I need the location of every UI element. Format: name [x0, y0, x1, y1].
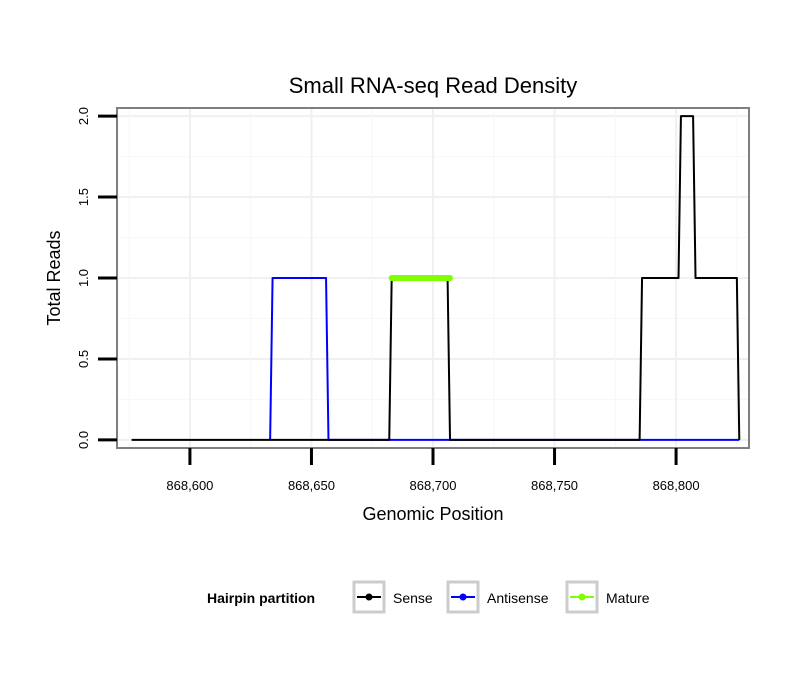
x-tick-label: 868,700	[410, 478, 457, 493]
legend-point-antisense	[459, 593, 467, 601]
y-tick-label: 0.0	[76, 431, 91, 449]
series-lines	[131, 115, 741, 441]
x-tick-label: 868,600	[166, 478, 213, 493]
legend-label-antisense: Antisense	[487, 590, 549, 606]
legend-item-mature: Mature	[565, 580, 650, 614]
y-tick-label: 2.0	[76, 107, 91, 125]
legend-point-sense	[365, 593, 373, 601]
legend-label-sense: Sense	[393, 590, 433, 606]
y-tick-label: 1.5	[76, 188, 91, 206]
chart-title: Small RNA-seq Read Density	[289, 73, 578, 98]
legend-item-antisense: Antisense	[446, 580, 549, 614]
y-tick-label: 1.0	[76, 269, 91, 287]
y-tick-label: 0.5	[76, 350, 91, 368]
x-axis-title: Genomic Position	[362, 504, 503, 524]
y-axis-title: Total Reads	[44, 230, 64, 325]
x-tick-label: 868,750	[531, 478, 578, 493]
x-tick-label: 868,800	[653, 478, 700, 493]
legend-label-mature: Mature	[606, 590, 650, 606]
legend-title: Hairpin partition	[207, 590, 315, 606]
legend: Hairpin partition Sense Antisense Mature	[207, 580, 650, 614]
x-tick-label: 868,650	[288, 478, 335, 493]
y-axis: 0.0 0.5 1.0 1.5 2.0	[76, 107, 117, 449]
legend-point-mature	[578, 593, 586, 601]
legend-item-sense: Sense	[352, 580, 433, 614]
x-axis: 868,600 868,650 868,700 868,750 868,800	[166, 448, 700, 493]
